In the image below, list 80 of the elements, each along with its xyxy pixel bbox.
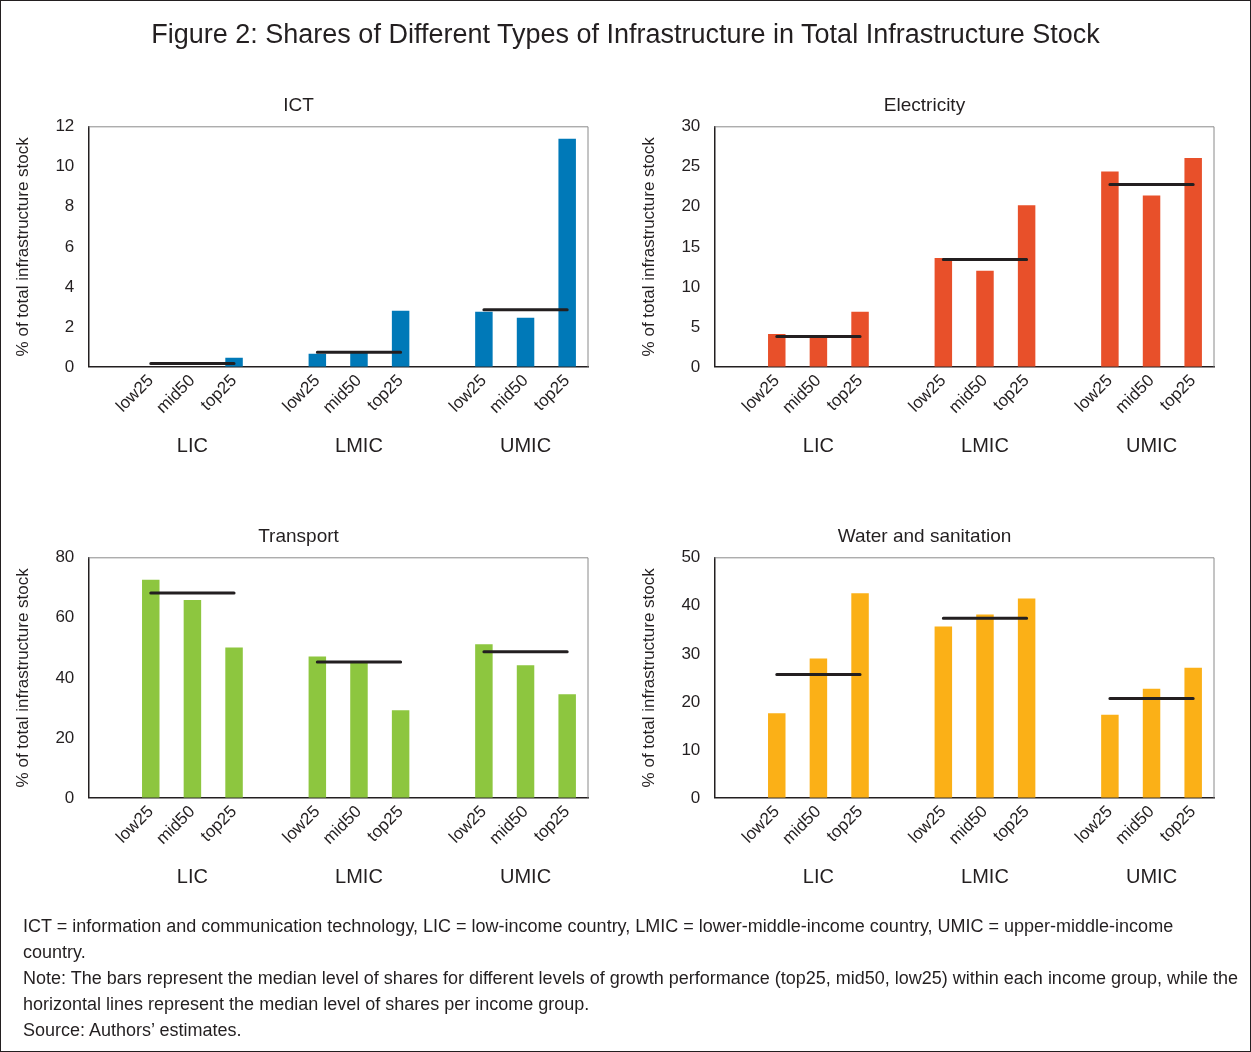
bar: [1101, 714, 1119, 798]
y-tick-label: 50: [681, 547, 701, 567]
y-tick-label: 0: [690, 787, 701, 807]
chart-title: ICT: [283, 93, 315, 115]
y-axis-title: % of total infrastructure stock: [12, 136, 32, 357]
text: LIC: [176, 864, 208, 887]
bar: [851, 593, 869, 798]
y-tick-label: 6: [64, 236, 75, 256]
bar: [851, 311, 869, 367]
y-tick-label: 15: [681, 236, 701, 256]
bar: [391, 710, 410, 798]
y-axis-title: % of total infrastructure stock: [638, 136, 658, 357]
bar: [350, 661, 368, 798]
y-tick-label: 10: [681, 739, 701, 759]
y-tick-label: 25: [681, 156, 701, 176]
bar: [1142, 688, 1161, 798]
bar: [558, 138, 576, 367]
y-tick-label: 5: [690, 316, 701, 336]
y-tick-label: 12: [55, 116, 75, 136]
y-tick-label: 20: [681, 196, 701, 216]
bar: [934, 258, 953, 367]
y-tick-label: 20: [55, 727, 75, 747]
text: UMIC: [1125, 433, 1178, 456]
y-tick-label: 60: [55, 607, 75, 627]
y-tick-label: 30: [681, 643, 701, 663]
text: UMIC: [1125, 864, 1178, 887]
y-tick-label: 40: [681, 595, 701, 615]
bar: [1017, 598, 1036, 798]
bar: [1101, 171, 1119, 367]
y-tick-label: 10: [55, 156, 75, 176]
text: LIC: [802, 864, 834, 887]
y-tick-label: 10: [681, 276, 701, 296]
text: UMIC: [499, 433, 552, 456]
y-tick-label: 20: [681, 691, 701, 711]
text: LIC: [802, 433, 834, 456]
bar: [308, 656, 327, 798]
bar: [225, 647, 243, 798]
text: ICT = information and communication technology, LIC = low-income country, LMIC = lower-middle-income country, UMIC = upper-middle-income country.: [23, 915, 1175, 964]
y-tick-label: 2: [64, 316, 75, 336]
bar: [976, 270, 994, 367]
y-tick-label: 30: [681, 116, 701, 136]
bar: [183, 600, 202, 798]
bar: [558, 694, 576, 798]
chart-title: Water and sanitation: [837, 524, 1012, 546]
bar: [809, 658, 828, 798]
bar: [1142, 195, 1161, 367]
bar: [768, 713, 786, 798]
text: LIC: [176, 433, 208, 456]
bar: [976, 614, 994, 798]
bar: [516, 665, 535, 798]
bar: [475, 644, 493, 798]
text: LMIC: [961, 864, 1009, 887]
bar: [308, 353, 327, 367]
text: LMIC: [335, 433, 383, 456]
y-tick-label: 40: [55, 667, 75, 687]
bar: [142, 579, 160, 798]
text: Note: The bars represent the median level of shares for different levels of growth performance (top25, mid50, low25) within each income group, while the horizontal lines represent the median level of shares per income group.: [23, 967, 1238, 1016]
chart-title: Electricity: [883, 93, 966, 115]
bar: [1184, 158, 1202, 367]
y-tick-label: 0: [690, 356, 701, 376]
bar: [391, 310, 410, 367]
bar: [475, 311, 493, 367]
text: LMIC: [335, 864, 383, 887]
y-tick-label: 4: [64, 276, 75, 296]
bar: [768, 334, 786, 367]
text: UMIC: [499, 864, 552, 887]
bar: [516, 317, 535, 367]
y-tick-label: 80: [55, 547, 75, 567]
text: Figure 2: Shares of Different Types of Infrastructure in Total Infrastructure Stock: [150, 19, 1101, 50]
bar: [1017, 205, 1036, 367]
y-tick-label: 8: [64, 196, 75, 216]
y-axis-title: % of total infrastructure stock: [12, 567, 32, 788]
y-tick-label: 0: [64, 356, 75, 376]
source-note: Source: Authors’ estimates.: [23, 1019, 243, 1042]
text: LMIC: [961, 433, 1009, 456]
y-tick-label: 0: [64, 787, 75, 807]
bar: [934, 626, 953, 798]
bar: [1184, 667, 1202, 798]
y-axis-title: % of total infrastructure stock: [638, 567, 658, 788]
chart-title: Transport: [258, 524, 340, 546]
